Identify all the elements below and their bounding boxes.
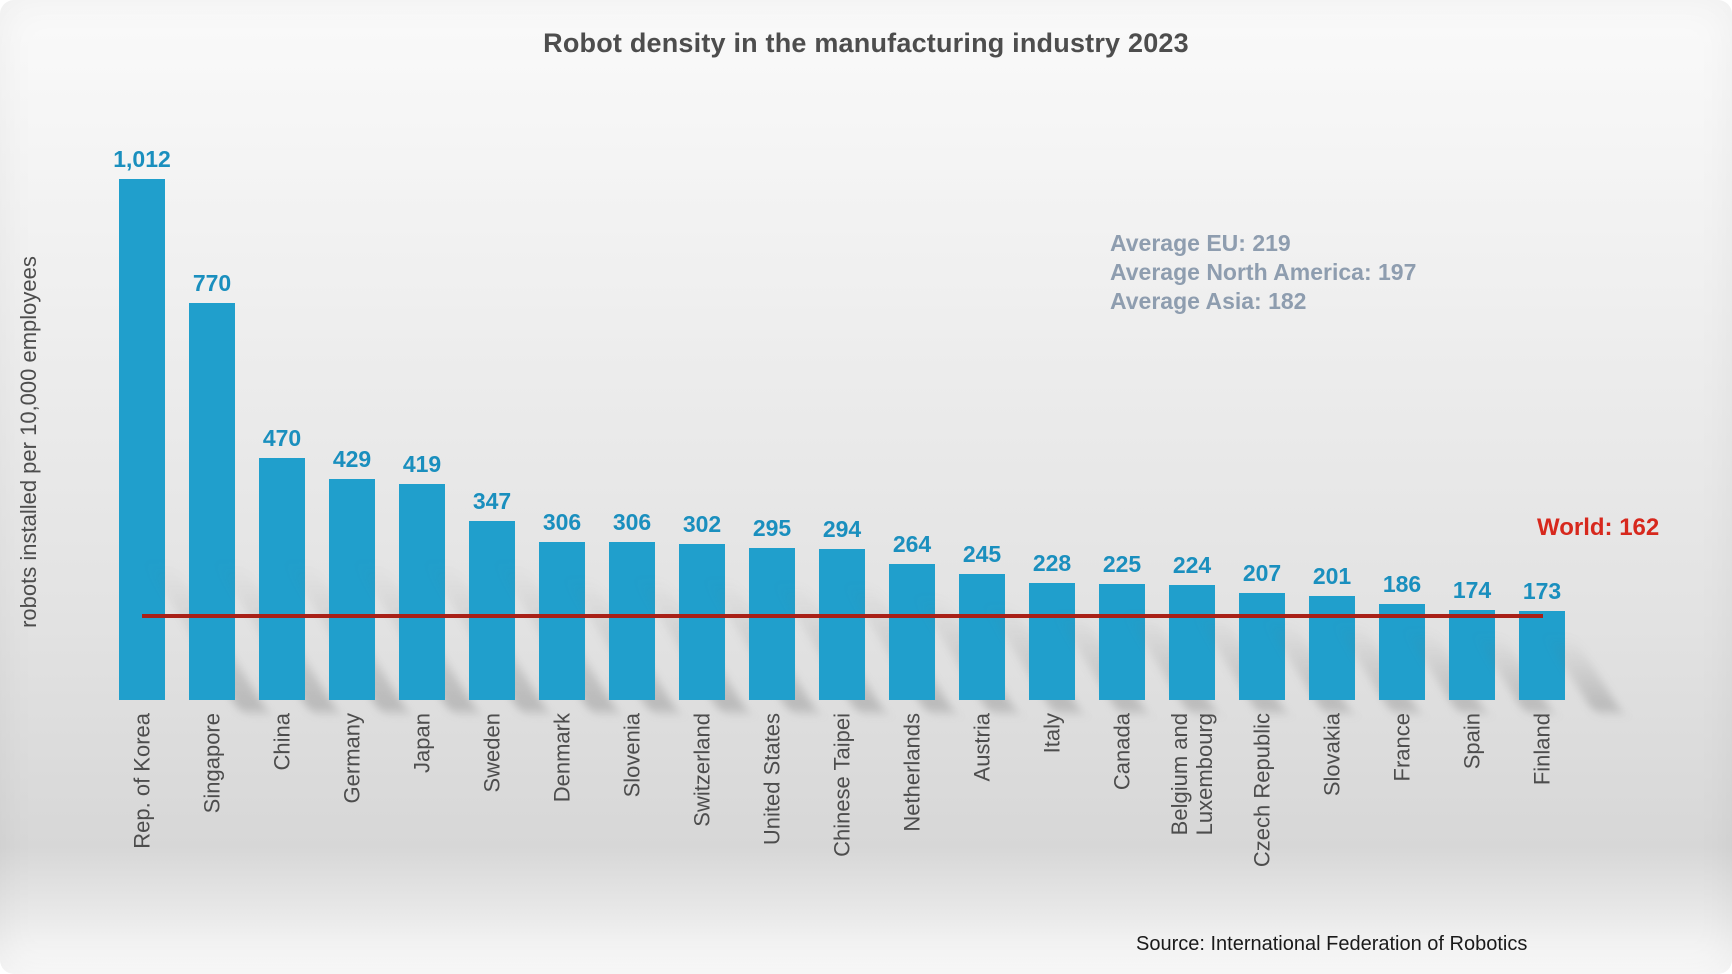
bar-value-label: 429: [332, 446, 372, 472]
x-axis-label: France: [1389, 713, 1415, 782]
x-axis-label: United States: [759, 713, 785, 846]
bar: [1099, 584, 1145, 700]
x-axis-label: Czech Republic: [1249, 713, 1275, 868]
bar: [119, 179, 165, 700]
chart-title: Robot density in the manufacturing indus…: [543, 28, 1189, 58]
bar: [539, 542, 585, 700]
bar-column: 306 Slovenia: [597, 139, 748, 797]
world-reference-label: World: 162: [1537, 514, 1660, 541]
bar: [1029, 583, 1075, 700]
bar-column: 174 Spain: [1437, 139, 1553, 769]
bar-column: 419 Japan: [387, 139, 548, 773]
bar: [609, 542, 655, 700]
bar-column: 1,012 Rep. of Korea: [107, 139, 268, 849]
bar-column: 429 Germany: [317, 139, 478, 803]
annotation-line-north-america: Average North America: 197: [1110, 259, 1417, 285]
bar-column: 264 Netherlands: [877, 139, 1017, 832]
bar: [259, 458, 305, 700]
bar-value-label: 225: [1102, 551, 1142, 577]
bar-value-label: 295: [752, 515, 792, 541]
bar-column: 224 Belgium and Luxembourg: [1157, 139, 1286, 835]
bar: [469, 521, 515, 700]
bar-value-label: 186: [1382, 571, 1422, 597]
bar-column: 294 Chinese Taipei: [807, 139, 954, 857]
bar: [959, 574, 1005, 700]
bar-value-label: 419: [402, 451, 442, 477]
bar-value-label: 294: [822, 516, 862, 542]
world-reference-line: [142, 614, 1543, 618]
bar: [819, 549, 865, 700]
bar: [329, 479, 375, 700]
bar-value-label: 306: [612, 509, 652, 535]
bar: [399, 484, 445, 700]
bar-value-label: 207: [1242, 560, 1282, 586]
y-axis-label: robots installed per 10,000 employees: [16, 256, 41, 628]
x-axis-label: Germany: [339, 713, 365, 804]
x-axis-label: Netherlands: [899, 713, 925, 832]
bar-column: 347 Sweden: [457, 139, 618, 793]
bar: [679, 544, 725, 700]
bar-value-label: 224: [1172, 552, 1212, 578]
bar-column: 225 Canada: [1087, 139, 1216, 790]
bar: [1169, 585, 1215, 700]
bar: [189, 303, 235, 700]
bar-column: 770 Singapore: [177, 139, 338, 813]
bar: [1449, 610, 1495, 700]
x-axis-label: Slovenia: [619, 713, 645, 798]
bar-value-label: 770: [192, 270, 232, 296]
x-axis-label: Slovakia: [1319, 713, 1345, 797]
bar-column: 201 Slovakia: [1297, 139, 1419, 796]
bar: [1309, 596, 1355, 700]
x-axis-label: Spain: [1459, 713, 1485, 770]
bar-column: 470 China: [247, 139, 408, 770]
bar: [1239, 593, 1285, 700]
x-axis-label: Belgium and Luxembourg: [1167, 713, 1217, 836]
bar-value-label: 228: [1032, 550, 1072, 576]
bar-value-label: 173: [1522, 578, 1562, 604]
bar-value-label: 264: [892, 531, 932, 557]
x-axis-label: China: [269, 713, 295, 771]
bar-value-label: 1,012: [113, 146, 171, 172]
source-note: Source: International Federation of Robo…: [1136, 933, 1528, 955]
averages-annotation: Average EU: 219 Average North America: 1…: [1110, 229, 1416, 316]
bar-column: 186 France: [1367, 139, 1486, 781]
bar-column: 306 Denmark: [527, 139, 678, 802]
bar-column: 228 Italy: [1017, 139, 1146, 753]
x-axis-label: Finland: [1529, 713, 1555, 786]
x-axis-label: Sweden: [479, 713, 505, 793]
bar-value-label: 347: [472, 488, 512, 514]
bar-value-label: 470: [262, 425, 302, 451]
plot-area: 1,012 Rep. of Korea 770 Singapore 470 China 42…: [107, 139, 1622, 867]
x-axis-label: Austria: [969, 713, 995, 782]
bar-value-label: 306: [542, 509, 582, 535]
bar-column: 207 Czech Republic: [1227, 139, 1351, 867]
bar-column: 302 Switzerland: [667, 139, 818, 827]
bar: [889, 564, 935, 700]
bar: [749, 548, 795, 700]
bar-value-label: 302: [682, 511, 722, 537]
bar: [1379, 604, 1425, 700]
x-axis-label: Japan: [409, 713, 435, 773]
bar-column: 245 Austria: [947, 139, 1081, 781]
bar-value-label: 245: [962, 541, 1002, 567]
x-axis-label: Denmark: [549, 713, 575, 803]
annotation-line-asia: Average Asia: 182: [1110, 288, 1307, 314]
x-axis-label: Chinese Taipei: [829, 713, 855, 857]
x-axis-label: Italy: [1039, 713, 1065, 754]
bar-column: 173 Finland: [1507, 139, 1622, 785]
bar-value-label: 174: [1452, 577, 1492, 603]
x-axis-label: Switzerland: [689, 713, 715, 827]
x-axis-label: Canada: [1109, 713, 1135, 791]
x-axis-label: Singapore: [199, 713, 225, 814]
bar-column: 295 United States: [737, 139, 885, 845]
bar: [1519, 611, 1565, 700]
annotation-line-eu: Average EU: 219: [1110, 230, 1291, 256]
bar-value-label: 201: [1312, 563, 1352, 589]
x-axis-label: Rep. of Korea: [129, 713, 155, 849]
